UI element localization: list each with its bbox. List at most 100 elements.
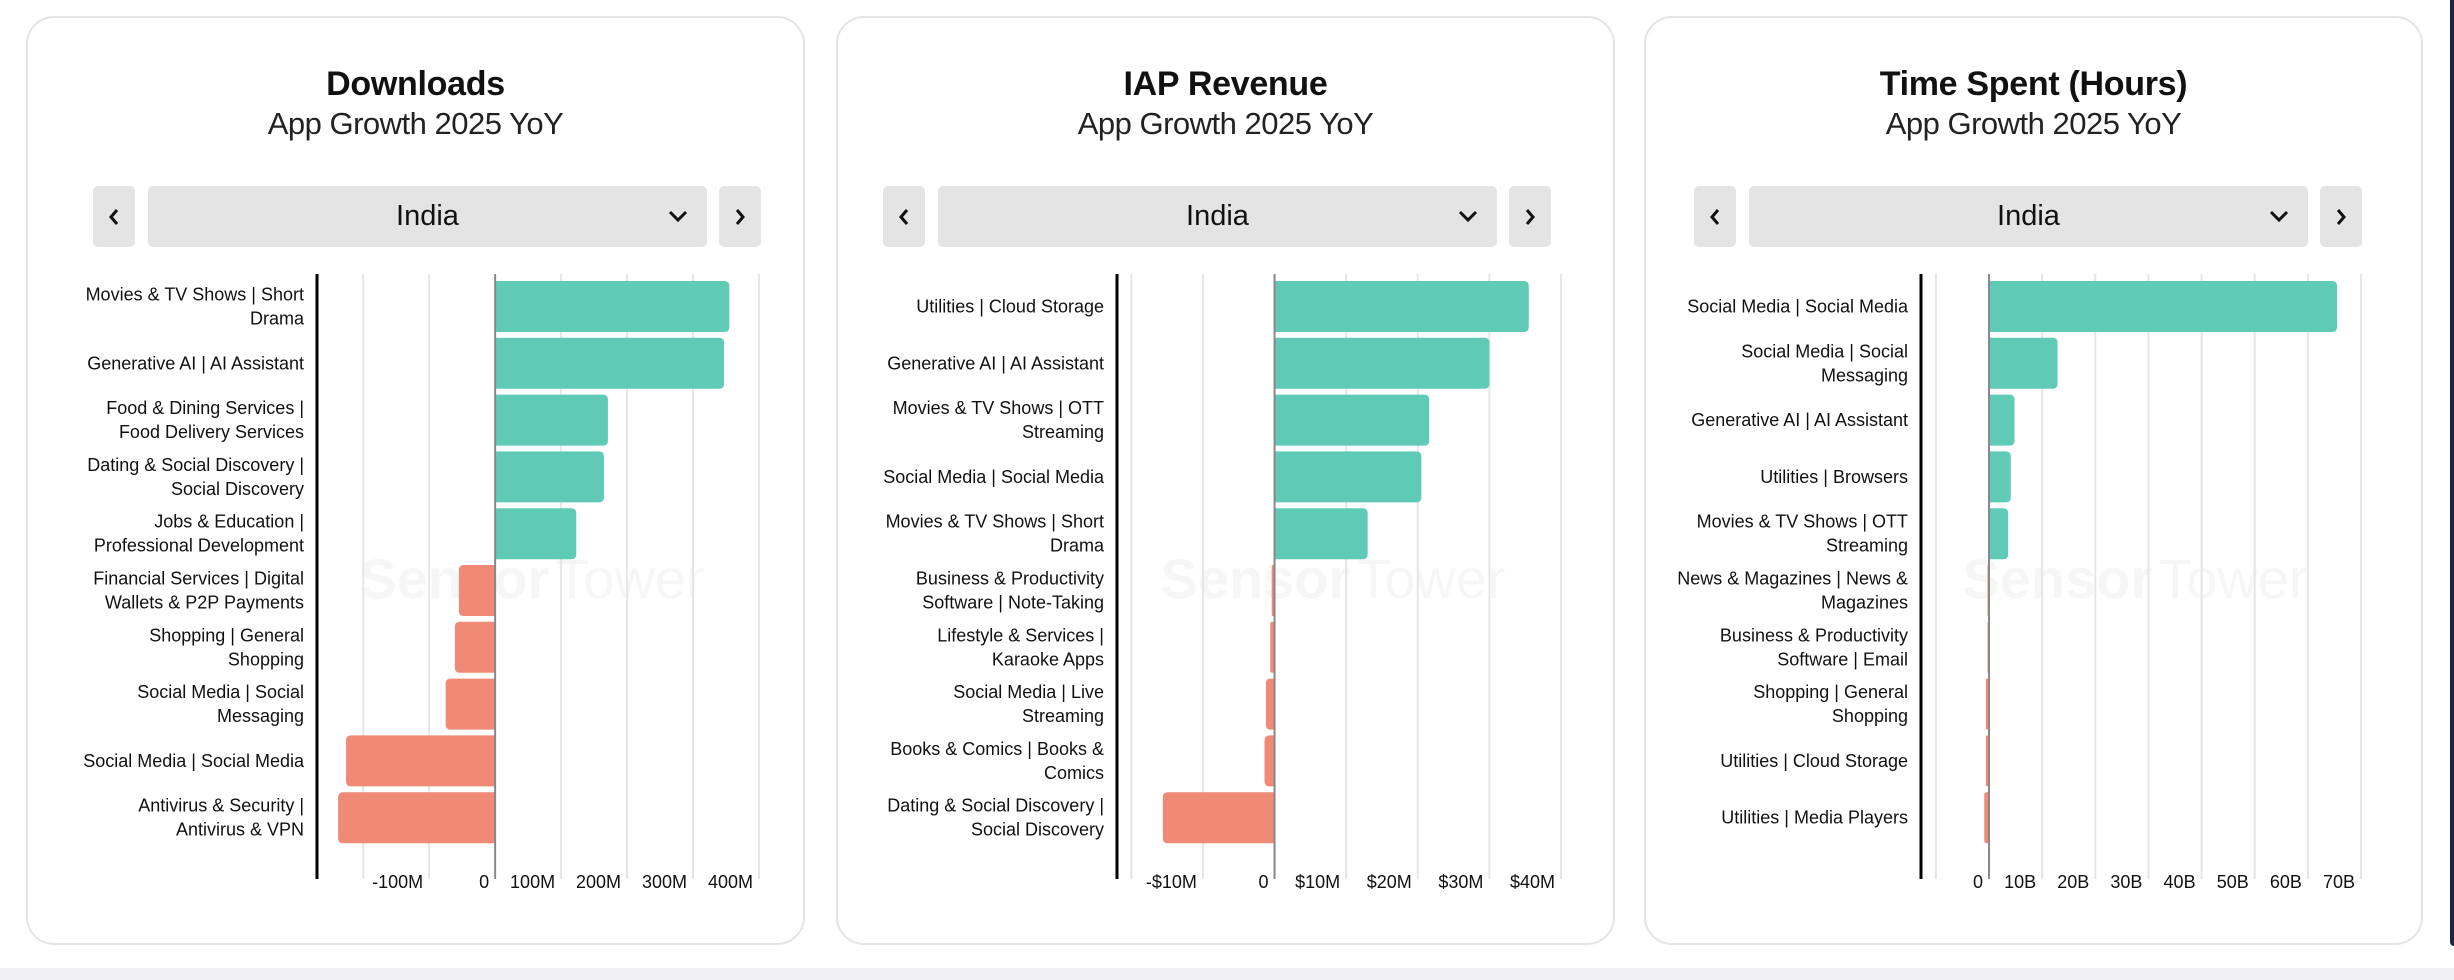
chevron-down-icon (668, 210, 688, 223)
card-title: Time Spent (Hours) (1879, 65, 2188, 103)
time-spent-card: Time Spent (Hours) App Growth 2025 YoY I… (1644, 16, 2423, 945)
category-label: Shopping | General Shopping (149, 625, 304, 669)
chevron-right-icon (735, 208, 745, 225)
bar[interactable] (495, 337, 725, 389)
category-label: Jobs & Education | Professional Developme… (94, 512, 304, 556)
category-label: Social Media | Live Streaming (953, 682, 1104, 726)
category-label: Financial Services | Digital Wallets & P2… (93, 569, 304, 613)
x-tick-label: $40M (1510, 872, 1555, 892)
next-country-button[interactable] (719, 186, 761, 247)
bar[interactable] (1989, 337, 2058, 389)
bar[interactable] (495, 451, 604, 503)
x-tick-label: 0 (1973, 872, 1983, 892)
x-tick-label: $30M (1438, 872, 1483, 892)
x-tick-label: -100M (372, 872, 423, 892)
country-dropdown-value: India (1997, 200, 2060, 232)
chevron-right-icon (1525, 208, 1535, 225)
x-tick-label: 200M (576, 872, 621, 892)
bar[interactable] (495, 508, 577, 560)
time-spent-bar-chart: Sensor Tower 0 10B 20B 30B 40B 50B 60B 70B Social … (1677, 274, 2362, 892)
chevron-right-icon (2336, 208, 2346, 225)
category-label: Dating & Social Discovery | Social Discov… (887, 796, 1104, 840)
country-dropdown-value: India (396, 200, 459, 232)
next-country-button[interactable] (1509, 186, 1551, 247)
bar[interactable] (495, 394, 608, 446)
category-label: Social Media | Social Media (1687, 297, 1909, 317)
category-label: Business & Productivity Software | Email (1720, 625, 1908, 669)
card-title: Downloads (326, 65, 505, 103)
bar[interactable] (346, 735, 496, 787)
bar[interactable] (1274, 394, 1430, 446)
category-label: Utilities | Cloud Storage (916, 297, 1104, 317)
bar[interactable] (495, 281, 730, 332)
bar[interactable] (1162, 792, 1275, 844)
category-label: Social Media | Social Messaging (137, 682, 304, 726)
category-label: Antivirus & Security | Antivirus & VPN (138, 796, 304, 840)
card-subtitle: App Growth 2025 YoY (1885, 106, 2182, 141)
bar[interactable] (1265, 678, 1275, 730)
category-label: Food & Dining Services | Food Delivery Se… (106, 398, 304, 442)
bar[interactable] (458, 565, 496, 616)
x-tick-label: 30B (2110, 872, 2142, 892)
category-label: Social Media | Social Media (883, 467, 1105, 487)
x-tick-label: $10M (1295, 872, 1340, 892)
category-label: Utilities | Browsers (1760, 467, 1908, 487)
chevron-left-icon (109, 208, 119, 225)
iap-revenue-bar-chart: Sensor Tower-$10M 0 $10M $20M $30M $40MUtiliti… (883, 274, 1562, 892)
bar[interactable] (1989, 281, 2338, 332)
iap-revenue-card: IAP Revenue App Growth 2025 YoY India Se… (836, 16, 1615, 945)
chevron-left-icon (899, 208, 909, 225)
category-label: Generative AI | AI Assistant (87, 353, 304, 373)
bar[interactable] (1274, 508, 1368, 560)
bar[interactable] (1264, 735, 1275, 787)
category-label: Social Media | Social Media (83, 751, 305, 771)
country-dropdown[interactable]: India (148, 186, 707, 247)
category-label: Utilities | Cloud Storage (1720, 751, 1908, 771)
country-dropdown[interactable]: India (938, 186, 1497, 247)
previous-country-button[interactable] (93, 186, 135, 247)
card-subtitle: App Growth 2025 YoY (1077, 106, 1374, 141)
x-tick-label: 70B (2323, 872, 2355, 892)
category-label: Movies & TV Shows | Short Drama (886, 512, 1105, 556)
x-tick-label: 0 (1259, 872, 1269, 892)
category-label: Generative AI | AI Assistant (887, 353, 1104, 373)
bar[interactable] (445, 678, 496, 730)
category-label: Books & Comics | Books & Comics (890, 739, 1104, 783)
bar[interactable] (1989, 394, 2015, 446)
downloads-bar-chart: Sensor Tower-100M 0 100M 200M 300M 400MMovies … (83, 274, 760, 892)
sensor-tower-watermark: Sensor Tower (1962, 547, 2307, 610)
previous-country-button[interactable] (1694, 186, 1736, 247)
bar[interactable] (1274, 337, 1490, 389)
x-tick-label: 50B (2217, 872, 2249, 892)
card-title: IAP Revenue (1123, 65, 1328, 103)
bar[interactable] (338, 792, 496, 844)
x-tick-label: -$10M (1146, 872, 1197, 892)
category-label: Lifestyle & Services | Karaoke Apps (937, 625, 1104, 669)
category-label: Social Media | Social Messaging (1741, 341, 1908, 385)
previous-country-button[interactable] (883, 186, 925, 247)
bar[interactable] (1989, 508, 2009, 560)
category-label: Movies & TV Shows | OTT Streaming (1697, 512, 1908, 556)
downloads-card: Downloads App Growth 2025 YoY India Sens… (26, 16, 805, 945)
x-tick-label: 40B (2164, 872, 2196, 892)
bar[interactable] (1270, 621, 1275, 673)
card-subtitle: App Growth 2025 YoY (267, 106, 564, 141)
next-country-button[interactable] (2320, 186, 2362, 247)
country-dropdown[interactable]: India (1749, 186, 2308, 247)
chevron-down-icon (2269, 210, 2289, 223)
country-dropdown-value: India (1186, 200, 1249, 232)
x-tick-label: 400M (708, 872, 753, 892)
bar[interactable] (1274, 451, 1422, 503)
scrollbar-edge[interactable] (2450, 0, 2454, 946)
x-tick-label: $20M (1367, 872, 1412, 892)
x-tick-label: 0 (479, 872, 489, 892)
category-label: Dating & Social Discovery | Social Discov… (87, 455, 304, 499)
x-tick-label: 300M (642, 872, 687, 892)
bar[interactable] (1984, 792, 1990, 844)
bar[interactable] (454, 621, 496, 673)
category-label: Business & Productivity Software | Note-T… (916, 569, 1104, 613)
category-label: Utilities | Media Players (1721, 808, 1908, 828)
bar[interactable] (1274, 281, 1529, 332)
category-label: Movies & TV Shows | Short Drama (86, 285, 305, 329)
bar[interactable] (1989, 451, 2011, 503)
